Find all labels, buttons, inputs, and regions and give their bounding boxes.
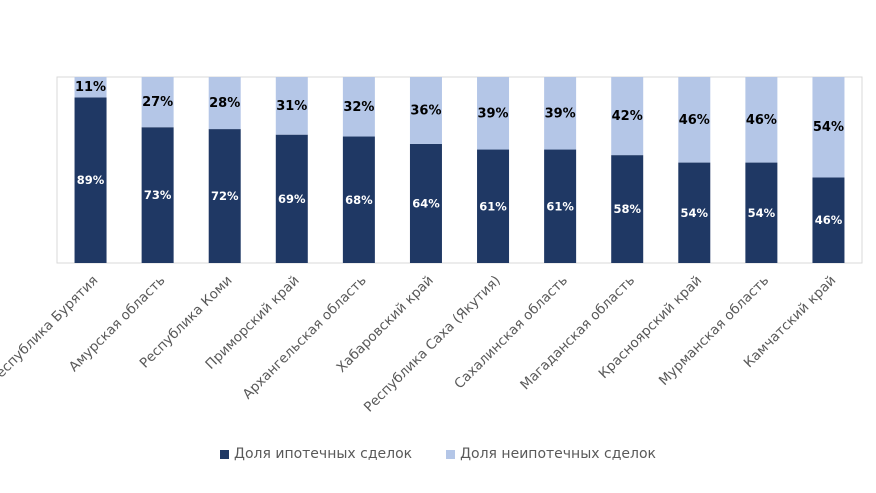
x-tick-label-7: Республика Саха (Якутия)	[361, 273, 504, 416]
data-label-mortgage-2: 73%	[144, 188, 172, 202]
bar-segment-mortgage-3	[208, 129, 241, 263]
x-tick-label-5: Архангельская область	[240, 272, 370, 402]
data-label-non-mortgage-12: 54%	[813, 120, 844, 135]
legend-label-mortgage: Доля ипотечных сделок	[234, 446, 413, 462]
bar-segment-mortgage-6	[409, 143, 442, 263]
bar-segment-mortgage-10	[678, 162, 711, 263]
legend-item-mortgage: Доля ипотечных сделок	[220, 446, 412, 462]
x-tick-label-1: Республика Бурятия	[0, 273, 101, 387]
bar-segment-mortgage-5	[342, 136, 375, 263]
x-tick-label-8: Сахалинская область	[451, 272, 571, 392]
data-label-non-mortgage-4: 31%	[276, 99, 307, 114]
data-label-non-mortgage-11: 46%	[746, 113, 777, 128]
bar-segment-mortgage-11	[745, 162, 778, 263]
bar-segment-non-mortgage-2	[141, 77, 174, 128]
data-label-mortgage-8: 61%	[546, 199, 574, 213]
data-label-non-mortgage-9: 42%	[612, 109, 643, 124]
bar-segment-mortgage-4	[275, 134, 308, 263]
bar-segment-non-mortgage-10	[678, 77, 711, 163]
bars-group	[74, 77, 845, 264]
x-tick-label-9: Магаданская область	[517, 272, 638, 393]
bar-segment-mortgage-8	[544, 149, 577, 263]
data-label-mortgage-3: 72%	[211, 189, 239, 203]
x-tick-label-11: Мурманская область	[656, 272, 772, 388]
bar-segment-non-mortgage-11	[745, 77, 778, 163]
data-label-non-mortgage-10: 46%	[679, 113, 710, 128]
legend-label-non-mortgage: Доля неипотечных сделок	[460, 446, 656, 462]
data-label-mortgage-9: 58%	[613, 202, 641, 216]
data-label-non-mortgage-7: 39%	[477, 106, 508, 121]
bar-segment-non-mortgage-8	[544, 77, 577, 150]
data-label-mortgage-10: 54%	[681, 206, 709, 220]
legend-swatch-mortgage	[220, 449, 230, 459]
data-label-mortgage-6: 64%	[412, 196, 440, 210]
data-label-non-mortgage-3: 28%	[209, 96, 240, 111]
data-label-non-mortgage-2: 27%	[142, 95, 173, 110]
data-label-mortgage-11: 54%	[748, 206, 776, 220]
data-label-non-mortgage-5: 32%	[343, 100, 374, 115]
data-label-non-mortgage-8: 39%	[545, 106, 576, 121]
data-label-mortgage-4: 69%	[278, 192, 306, 206]
bar-segment-mortgage-2	[141, 127, 174, 263]
bar-segment-mortgage-12	[812, 177, 845, 263]
bar-segment-non-mortgage-9	[611, 77, 644, 156]
bar-segment-non-mortgage-6	[409, 77, 442, 144]
data-label-non-mortgage-1: 11%	[75, 80, 106, 95]
bar-segment-non-mortgage-7	[477, 77, 510, 150]
data-label-mortgage-7: 61%	[479, 199, 507, 213]
data-label-non-mortgage-6: 36%	[410, 103, 441, 118]
data-labels-group: 89% 11% 73% 27% 72% 28% 69% 31% 68% 32% 64% 36% 61% 3…	[75, 80, 844, 227]
bar-segment-non-mortgage-3	[208, 77, 241, 130]
bar-segment-non-mortgage-4	[275, 77, 308, 135]
bar-segment-non-mortgage-12	[812, 77, 845, 178]
bar-segment-non-mortgage-5	[342, 77, 375, 137]
legend-item-non-mortgage: Доля неипотечных сделок	[446, 446, 656, 462]
data-label-mortgage-1: 89%	[77, 173, 105, 187]
data-label-mortgage-12: 46%	[815, 213, 843, 227]
bar-segment-mortgage-1	[74, 97, 107, 264]
legend-swatch-non-mortgage	[446, 449, 456, 459]
plot-area-border	[56, 76, 863, 264]
bar-segment-mortgage-7	[477, 149, 510, 263]
bar-segment-mortgage-9	[611, 155, 644, 263]
legend: Доля ипотечных сделок Доля неипотечных с…	[0, 446, 876, 462]
data-label-mortgage-5: 68%	[345, 193, 373, 207]
bar-segment-non-mortgage-1	[74, 77, 107, 98]
